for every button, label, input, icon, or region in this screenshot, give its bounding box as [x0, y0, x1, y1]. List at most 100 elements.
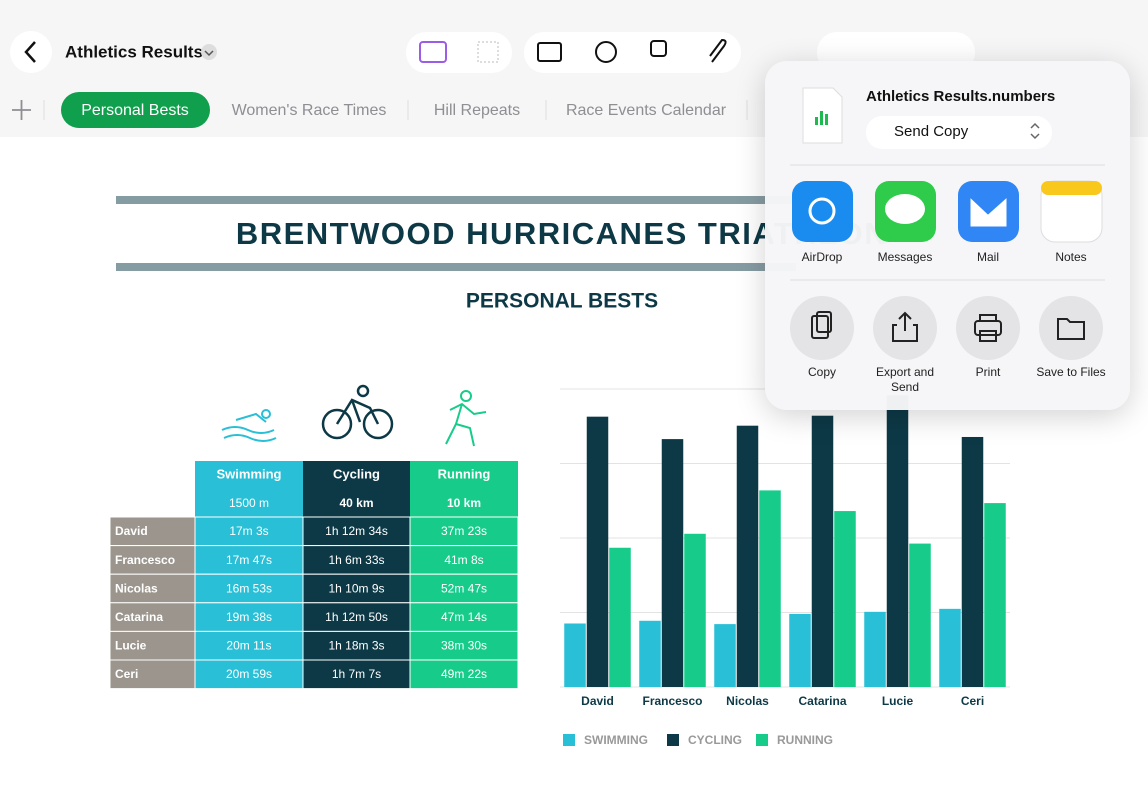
row-name: Nicolas — [115, 581, 158, 595]
table-button[interactable] — [537, 42, 562, 62]
run-icon — [445, 390, 487, 447]
cell-value: 47m 14s — [441, 610, 487, 624]
send-option[interactable]: Send Copy — [894, 123, 969, 140]
swim-icon — [261, 409, 271, 419]
cell — [409, 630, 519, 661]
legend-swatch — [667, 734, 679, 746]
cell-value: 1h 12m 50s — [325, 610, 388, 624]
action-label[interactable]: Export and Send — [875, 365, 935, 394]
cell — [409, 516, 519, 547]
bar — [564, 623, 586, 687]
bar — [714, 624, 736, 687]
copy-button[interactable] — [790, 296, 854, 360]
envelope — [969, 196, 1008, 228]
bar — [661, 439, 684, 687]
bar — [886, 395, 909, 687]
active-tab-bg[interactable] — [61, 92, 210, 128]
x-tick-label: David — [581, 694, 614, 708]
cell-value: 41m 8s — [444, 553, 483, 567]
action-icons — [811, 311, 1085, 342]
legend-swatch — [563, 734, 575, 746]
share-graphics — [790, 87, 1105, 360]
cell-value: 20m 11s — [226, 639, 271, 653]
bar — [811, 415, 834, 687]
cell-value: 38m 30s — [441, 639, 487, 653]
add-sheet[interactable] — [12, 100, 31, 120]
bar — [961, 436, 984, 687]
column-header: Running — [438, 466, 491, 481]
bar — [609, 547, 631, 687]
document-title[interactable]: Athletics Results — [65, 42, 203, 61]
tab[interactable]: Women's Race Times — [232, 102, 387, 119]
bar — [939, 608, 961, 687]
row-name: Francesco — [115, 553, 175, 567]
cell — [194, 545, 304, 575]
row-name: Catarina — [115, 610, 163, 624]
file-name: Athletics Results.numbers — [866, 88, 1056, 105]
attach-button[interactable] — [709, 38, 727, 63]
cell-value: 1h 6m 33s — [328, 553, 384, 567]
title-menu[interactable] — [201, 44, 217, 60]
file-icon-bar — [815, 117, 818, 125]
legend-swatch — [756, 734, 768, 746]
action-label[interactable]: Print — [975, 365, 1001, 379]
bar — [864, 611, 886, 687]
chevron — [204, 50, 214, 57]
header-cell — [195, 461, 303, 517]
cell — [194, 602, 304, 632]
bar — [984, 503, 1006, 687]
x-tick-label: Lucie — [882, 694, 914, 708]
back-button[interactable] — [10, 31, 52, 73]
send-option-button[interactable] — [866, 116, 1052, 149]
bar — [736, 425, 759, 687]
x-tick-label: Francesco — [642, 694, 702, 708]
sheet-subtitle: PERSONAL BESTS — [466, 290, 658, 313]
chart-button[interactable] — [595, 41, 617, 63]
cell-value: 1h 12m 34s — [325, 524, 388, 538]
bar — [759, 490, 781, 687]
row-name: Ceri — [115, 667, 138, 681]
app-label[interactable]: Messages — [877, 250, 933, 264]
app-label[interactable]: AirDrop — [801, 250, 843, 264]
notes-band — [1041, 181, 1102, 195]
swim-icon — [221, 412, 277, 442]
bike-icon — [321, 384, 394, 440]
cell-value: 20m 59s — [226, 667, 272, 681]
tab-active[interactable]: Personal Bests — [81, 102, 189, 119]
save-button[interactable] — [1039, 296, 1103, 360]
app-label[interactable]: Notes — [1055, 250, 1087, 264]
cell-value: 1h 10m 9s — [328, 581, 384, 595]
media-button[interactable] — [419, 41, 447, 63]
row-name: David — [115, 524, 148, 538]
tab[interactable]: Race Events Calendar — [566, 102, 727, 119]
cell — [409, 659, 519, 690]
bar — [684, 533, 706, 687]
cell-value: 1h 18m 3s — [328, 639, 384, 653]
header-cell — [410, 461, 518, 517]
column-header: Swimming — [216, 466, 281, 481]
cell-value: 37m 23s — [441, 524, 487, 538]
legend-label: RUNNING — [777, 733, 833, 747]
distance: 1500 m — [229, 496, 269, 510]
x-tick-label: Catarina — [798, 694, 846, 708]
column-header: Cycling — [333, 466, 380, 481]
bar — [639, 620, 661, 687]
action-label[interactable]: Save to Files — [1036, 365, 1106, 379]
print-button[interactable] — [956, 296, 1020, 360]
cell — [109, 573, 196, 604]
cell — [409, 602, 519, 632]
bar — [834, 511, 856, 687]
action-label[interactable]: Copy — [807, 365, 836, 379]
bar — [586, 416, 609, 687]
mail-icon[interactable] — [958, 181, 1019, 242]
cell-value: 17m 47s — [226, 553, 272, 567]
grid-button[interactable] — [477, 41, 499, 63]
app-label[interactable]: Mail — [976, 250, 999, 264]
tab[interactable]: Hill Repeats — [434, 102, 520, 119]
cell — [302, 659, 411, 690]
shape-button[interactable] — [650, 40, 667, 57]
airdrop-icon[interactable] — [792, 181, 853, 242]
file-icon-bar — [820, 111, 823, 125]
distance: 40 km — [339, 496, 373, 510]
bubble — [885, 194, 925, 224]
